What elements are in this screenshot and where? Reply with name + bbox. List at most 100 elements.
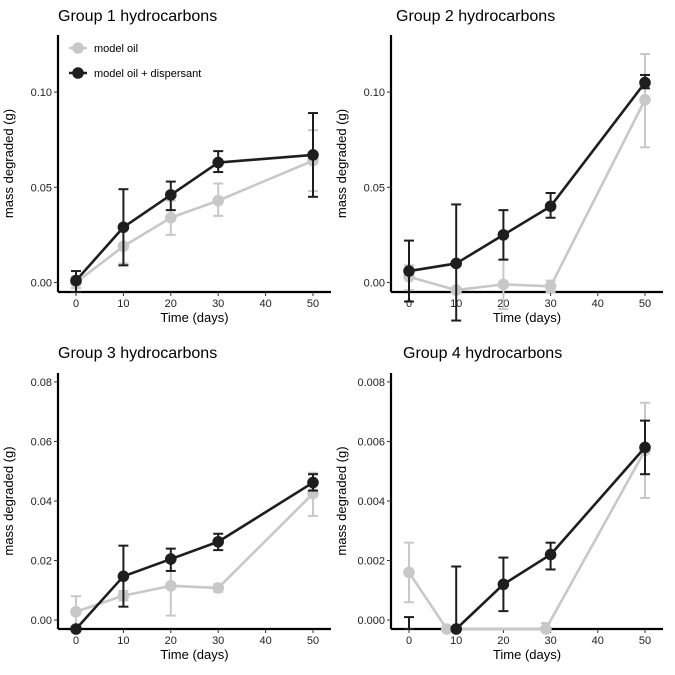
x-tick-label: 50 bbox=[639, 635, 651, 647]
panel-2: Group 2 hydrocarbons010203040500.000.050… bbox=[334, 8, 663, 325]
y-tick-label: 0.00 bbox=[31, 615, 52, 627]
x-tick-label: 20 bbox=[165, 298, 177, 310]
series-line bbox=[75, 492, 314, 613]
panel-3: Group 3 hydrocarbons 0 10 20 30 40 50 0.00 0.02 0… bbox=[1, 345, 331, 662]
y-tick-label: 0.02 bbox=[31, 556, 52, 568]
data-point bbox=[165, 553, 177, 565]
data-point bbox=[639, 76, 651, 89]
panel-title: Group 3 hydrocarbons bbox=[58, 345, 217, 362]
x-tick-label: 40 bbox=[259, 298, 271, 310]
y-tick-label: 0.06 bbox=[31, 436, 52, 448]
x-tick-label: 40 bbox=[592, 298, 604, 310]
data-point bbox=[544, 200, 557, 213]
legend-swatch-point bbox=[72, 42, 84, 54]
data-point bbox=[403, 265, 415, 277]
data-point bbox=[544, 548, 557, 561]
data-point bbox=[639, 441, 651, 454]
y-tick-label: 0.004 bbox=[357, 496, 385, 508]
data-point bbox=[450, 623, 463, 635]
y-tick-label: 0.04 bbox=[31, 496, 52, 508]
y-tick-label: 0.08 bbox=[31, 377, 52, 389]
data-point bbox=[212, 194, 224, 207]
x-tick-label: 10 bbox=[117, 298, 129, 310]
data-point bbox=[450, 257, 463, 270]
y-axis-label: mass degraded (g) bbox=[334, 109, 349, 218]
data-point bbox=[70, 623, 82, 635]
x-tick-label: 20 bbox=[497, 635, 509, 647]
y-tick-label: 0.10 bbox=[31, 87, 52, 99]
x-tick-label: 40 bbox=[592, 635, 604, 647]
y-tick-label: 0.05 bbox=[364, 182, 385, 194]
x-tick-label: 0 bbox=[73, 298, 79, 310]
legend-swatch-point bbox=[72, 67, 84, 79]
data-point bbox=[497, 578, 510, 591]
x-axis-label: Time (days) bbox=[160, 310, 228, 325]
legend-label: model oil bbox=[94, 43, 138, 55]
data-point bbox=[212, 156, 224, 169]
data-point bbox=[117, 221, 130, 234]
panel-4: Group 4 hydrocarbons 0 10 20 30 40 50 0.000 0.00… bbox=[334, 345, 663, 662]
data-point bbox=[212, 582, 224, 594]
data-point bbox=[117, 570, 130, 583]
data-point bbox=[639, 93, 651, 106]
y-tick-label: 0.000 bbox=[357, 615, 385, 627]
x-axis-label: Time (days) bbox=[493, 647, 561, 662]
x-axis-label: Time (days) bbox=[493, 310, 561, 325]
data-point bbox=[307, 476, 319, 489]
x-tick-label: 0 bbox=[73, 635, 79, 647]
data-point bbox=[497, 278, 510, 291]
series-line bbox=[75, 481, 314, 630]
series-model-oil bbox=[403, 401, 651, 635]
y-tick-label: 0.05 bbox=[31, 182, 52, 194]
x-axis-label: Time (days) bbox=[160, 647, 228, 662]
x-tick-label: 10 bbox=[117, 635, 129, 647]
data-point bbox=[440, 623, 453, 635]
data-point bbox=[497, 229, 510, 241]
y-tick-label: 0.00 bbox=[364, 277, 385, 289]
panel-1: Group 1 hydrocarbons 0 10 20 30 40 50 0.00 0.05 0… bbox=[1, 8, 331, 325]
x-tick-label: 30 bbox=[212, 298, 224, 310]
data-point bbox=[403, 566, 415, 579]
series-model-oil-dispersant bbox=[404, 419, 651, 635]
data-point bbox=[544, 280, 557, 293]
x-tick-label: 30 bbox=[544, 635, 556, 647]
x-tick-label: 30 bbox=[212, 635, 224, 647]
data-point bbox=[307, 149, 319, 161]
y-axis-label: mass degraded (g) bbox=[334, 446, 349, 555]
panel-title: Group 1 hydrocarbons bbox=[58, 8, 217, 25]
x-tick-label: 0 bbox=[406, 298, 412, 310]
data-point bbox=[212, 535, 224, 548]
x-tick-label: 40 bbox=[259, 635, 271, 647]
x-tick-label: 20 bbox=[165, 635, 177, 647]
series-model-oil bbox=[403, 53, 651, 311]
data-point bbox=[70, 605, 82, 618]
series-line bbox=[455, 446, 646, 630]
data-point bbox=[165, 189, 177, 201]
data-point bbox=[165, 211, 177, 224]
data-point bbox=[165, 580, 177, 592]
y-tick-label: 0.10 bbox=[364, 87, 385, 99]
series-model-oil-dispersant bbox=[70, 112, 319, 293]
panel-title: Group 2 hydrocarbons bbox=[396, 8, 555, 25]
x-tick-label: 50 bbox=[307, 635, 319, 647]
y-tick-label: 0.00 bbox=[31, 277, 52, 289]
x-tick-label: 50 bbox=[307, 298, 319, 310]
data-point bbox=[70, 274, 82, 287]
y-tick-label: 0.002 bbox=[357, 556, 385, 568]
x-tick-label: 10 bbox=[450, 635, 462, 647]
series-model-oil-dispersant bbox=[70, 473, 319, 635]
panel-title: Group 4 hydrocarbons bbox=[403, 345, 562, 362]
series-line bbox=[75, 153, 314, 282]
y-axis-label: mass degraded (g) bbox=[1, 446, 16, 555]
series-model-oil bbox=[70, 129, 319, 290]
legend: model oil model oil + dispersant bbox=[69, 42, 201, 80]
x-tick-label: 0 bbox=[406, 635, 412, 647]
y-tick-label: 0.006 bbox=[357, 436, 385, 448]
x-tick-label: 50 bbox=[639, 298, 651, 310]
legend-label: model oil + dispersant bbox=[94, 68, 201, 80]
y-axis-label: mass degraded (g) bbox=[1, 109, 16, 218]
x-tick-label: 30 bbox=[544, 298, 556, 310]
y-tick-label: 0.008 bbox=[357, 377, 385, 389]
